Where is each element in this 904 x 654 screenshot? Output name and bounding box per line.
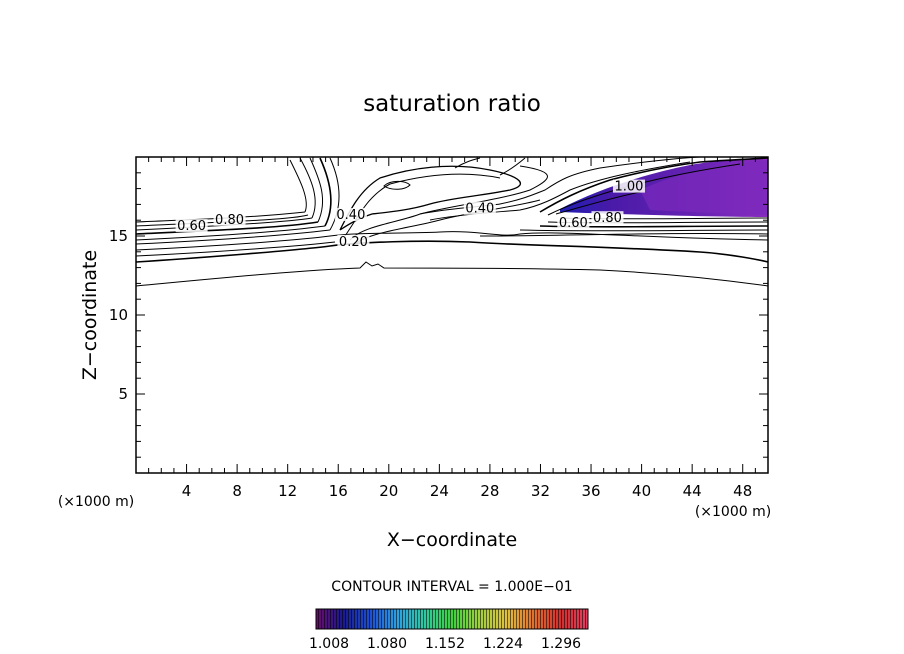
colorbar-tick-label: 1.296 (541, 636, 581, 652)
x-axis-label: X−coordinate (387, 529, 517, 551)
x-tick-label: 20 (379, 482, 398, 500)
y-tick-label: 10 (109, 306, 128, 324)
colorbar-stripes (316, 609, 588, 629)
contour-interval-text: CONTOUR INTERVAL = 1.000E−01 (331, 579, 572, 595)
supersaturation-fill-inner (640, 160, 768, 215)
contour-label: 0.60 (559, 216, 588, 231)
contour-label-bg (334, 208, 367, 222)
contour-lines (136, 157, 768, 287)
x-tick-label: 40 (632, 482, 651, 500)
contour-label: 0.80 (593, 211, 622, 226)
x-tick-label: 16 (329, 482, 348, 500)
x-tick-label: 36 (581, 482, 600, 500)
x-tick-label: 4 (182, 482, 192, 500)
contour-label: 1.00 (614, 180, 643, 195)
x-tick-label: 12 (278, 482, 297, 500)
contour-label-bg (213, 212, 246, 226)
colorbar-tick-label: 1.152 (425, 636, 465, 652)
chart-title: saturation ratio (363, 91, 541, 117)
y-tick-label: 5 (118, 385, 128, 403)
y-tick-label: 15 (109, 227, 128, 245)
colorbar-tick-label: 1.224 (483, 636, 523, 652)
y-axis-ticks: 5 10 15 (109, 172, 768, 458)
contour-label-bg (175, 219, 208, 233)
x-tick-label: 28 (480, 482, 499, 500)
x-axis-unit-left: (×1000 m) (58, 494, 134, 510)
x-tick-label: 8 (232, 482, 242, 500)
x-axis-ticks: 4 8 12 16 20 24 28 32 36 40 44 48 (148, 157, 756, 500)
contour-label-bg (337, 234, 370, 248)
contour-label: 0.40 (465, 202, 494, 217)
x-tick-label: 24 (430, 482, 449, 500)
colorbar-tick-label: 1.080 (367, 636, 407, 652)
contour-label: 0.80 (215, 213, 244, 228)
x-tick-label: 32 (531, 482, 550, 500)
contour-label-bg (612, 179, 645, 193)
contour-labels: 0.60 0.80 0.40 0.20 0.40 0.60 0.80 1.00 (175, 179, 645, 250)
contour-label-bg (557, 215, 590, 229)
x-axis-unit-right: (×1000 m) (695, 504, 771, 520)
contour-label: 0.60 (177, 219, 206, 234)
colorbar-tick-label: 1.008 (309, 636, 349, 652)
x-tick-label: 44 (683, 482, 702, 500)
colorbar-tick-labels: 1.008 1.080 1.152 1.224 1.296 (309, 636, 581, 652)
y-axis-label: Z−coordinate (79, 250, 101, 380)
contour-label-bg (463, 201, 496, 215)
contour-label: 0.40 (336, 208, 365, 223)
contour-label-bg (591, 211, 624, 225)
x-tick-label: 48 (733, 482, 752, 500)
contour-label: 0.20 (339, 235, 368, 250)
